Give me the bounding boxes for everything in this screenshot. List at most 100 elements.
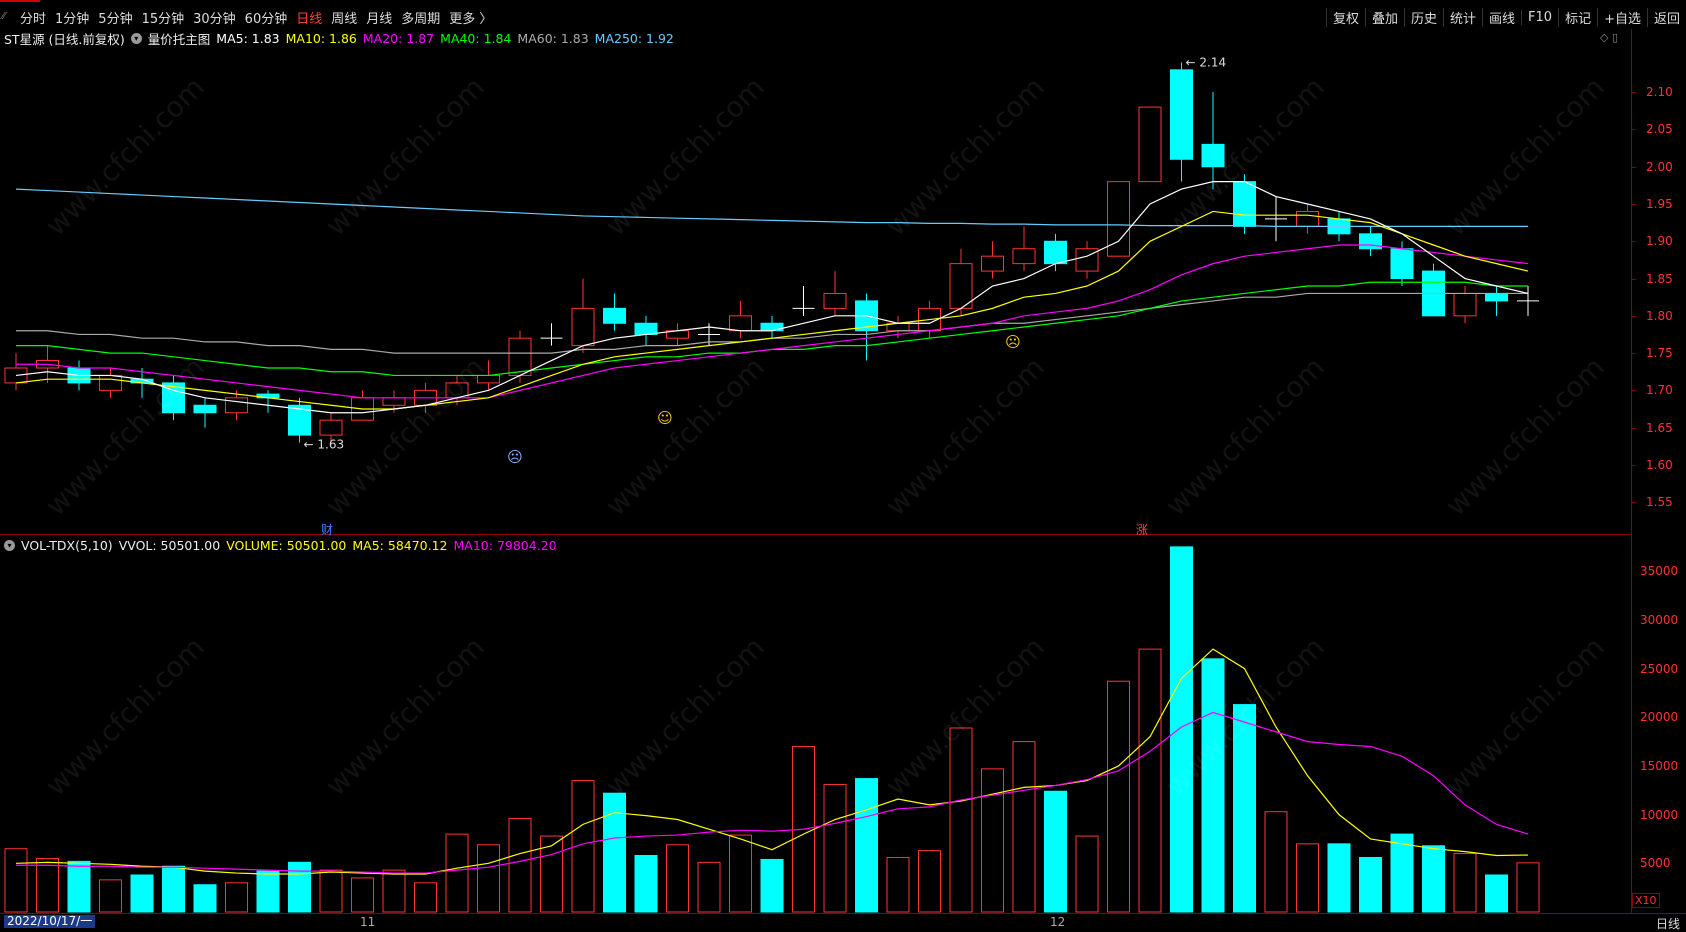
candle-body bbox=[823, 292, 847, 309]
price-tick bbox=[1631, 92, 1636, 94]
volume-bar bbox=[1201, 658, 1225, 913]
period-tab-8[interactable]: 月线 bbox=[366, 11, 393, 27]
rise-marker[interactable]: 涨 bbox=[1136, 523, 1149, 537]
main-chart-info: ST星源 (日线.前复权) ▾ 量价托主图 MA5: 1.83 MA10: 1.… bbox=[0, 29, 680, 47]
candle-body bbox=[382, 397, 406, 406]
price-tick-label: 1.70 bbox=[1646, 383, 1673, 398]
period-tab-9[interactable]: 多周期 bbox=[401, 11, 441, 27]
price-axis-line bbox=[1631, 29, 1632, 914]
volume-bar bbox=[571, 780, 595, 913]
volume-bar bbox=[886, 856, 910, 913]
volume-bar bbox=[981, 768, 1004, 913]
volume-bar bbox=[918, 850, 941, 913]
candle-body bbox=[949, 263, 973, 309]
candle-body bbox=[1390, 248, 1414, 280]
candle-body bbox=[1044, 240, 1067, 265]
candle-body bbox=[319, 419, 343, 436]
tool-button-6[interactable]: 标记 bbox=[1558, 7, 1597, 27]
tool-button-7[interactable]: +自选 bbox=[1597, 7, 1647, 27]
volume-bar bbox=[4, 848, 28, 913]
period-tab-1[interactable]: 1分钟 bbox=[55, 11, 90, 27]
volume-bar bbox=[508, 818, 532, 913]
candle-body bbox=[1170, 69, 1193, 160]
signal-face-icon: ☹ bbox=[507, 448, 523, 466]
vol-indicator-name[interactable]: VOL-TDX(5,10) bbox=[21, 537, 113, 553]
volume-bar bbox=[193, 884, 217, 913]
tool-button-2[interactable]: 历史 bbox=[1403, 7, 1443, 27]
stock-title: ST星源 (日线.前复权) bbox=[4, 31, 125, 47]
period-tab-4[interactable]: 30分钟 bbox=[193, 11, 236, 27]
indicator-toggle-icon[interactable]: ▾ bbox=[130, 32, 142, 44]
price-tick-label: 2.00 bbox=[1646, 159, 1673, 174]
candle-body bbox=[162, 382, 185, 414]
ma60-value: MA60: 1.83 bbox=[517, 30, 589, 46]
signal-face-icon: ☹ bbox=[1005, 333, 1021, 351]
volume-bar bbox=[603, 792, 626, 913]
period-tab-2[interactable]: 5分钟 bbox=[98, 11, 133, 27]
vol-ma5-line bbox=[15, 648, 1529, 875]
vvol-value: VVOL: 50501.00 bbox=[118, 537, 221, 553]
tool-button-8[interactable]: 返回 bbox=[1646, 7, 1686, 27]
period-tab-0[interactable]: 分时 bbox=[20, 11, 47, 27]
price-tick-label: 1.75 bbox=[1646, 346, 1673, 361]
candle-body bbox=[99, 374, 122, 391]
volume-bar bbox=[382, 869, 406, 913]
price-tick-label: 1.95 bbox=[1646, 197, 1673, 211]
volume-bar bbox=[1012, 741, 1036, 913]
volume-bar bbox=[1453, 853, 1477, 913]
volume-bar bbox=[1138, 648, 1162, 913]
period-tab-6[interactable]: 日线 bbox=[296, 11, 323, 27]
period-tab-10[interactable]: 更多 〉 bbox=[449, 11, 493, 27]
price-tick bbox=[1631, 129, 1636, 131]
volume-bar bbox=[445, 833, 469, 913]
candle-body bbox=[760, 322, 784, 332]
price-tick-label: 1.65 bbox=[1646, 420, 1673, 435]
volume-bar bbox=[67, 860, 91, 913]
finance-marker[interactable]: 财 bbox=[321, 523, 334, 537]
volume-bar bbox=[1296, 843, 1319, 913]
indicator-name[interactable]: 量价托主图 bbox=[147, 31, 211, 47]
chart-options-icon[interactable]: ◇ ▯ bbox=[1600, 31, 1619, 44]
volume-bar bbox=[414, 882, 437, 913]
volume-bar bbox=[855, 778, 878, 913]
volume-toggle-icon[interactable]: ▾ bbox=[4, 539, 15, 551]
signal-face-icon: ☺ bbox=[657, 409, 673, 427]
tool-button-4[interactable]: 画线 bbox=[1482, 7, 1521, 27]
volume-bar bbox=[162, 865, 185, 913]
candle-body bbox=[193, 404, 217, 414]
tool-button-1[interactable]: 叠加 bbox=[1364, 7, 1404, 27]
ma20-line bbox=[16, 244, 1529, 399]
timeframe-label[interactable]: 日线 bbox=[1655, 917, 1680, 931]
price-tick bbox=[1631, 502, 1636, 504]
period-tab-7[interactable]: 周线 bbox=[331, 11, 358, 27]
volume-bar bbox=[99, 879, 122, 913]
ma10-line bbox=[15, 210, 1529, 410]
volume-tick-label: 35000 bbox=[1640, 564, 1679, 579]
period-tab-5[interactable]: 60分钟 bbox=[244, 11, 288, 27]
ma10-value: MA10: 1.86 bbox=[285, 30, 357, 46]
candle-body bbox=[1233, 181, 1256, 227]
volume-tick-label: 15000 bbox=[1640, 758, 1679, 773]
period-tabs: ⁄⁄ 分时 1分钟 5分钟 15分钟 30分钟 60分钟 日线 周线 月线 多周期 更多 〉 bbox=[0, 7, 501, 27]
price-tick bbox=[1631, 166, 1636, 168]
tool-button-5[interactable]: F10 bbox=[1521, 9, 1558, 25]
volume-bar bbox=[1422, 845, 1445, 913]
volume-bar bbox=[1516, 862, 1540, 913]
volume-bar bbox=[666, 844, 689, 913]
panel-divider bbox=[0, 534, 1631, 535]
volume-tick-label: 25000 bbox=[1640, 661, 1679, 676]
tool-button-0[interactable]: 复权 bbox=[1325, 7, 1365, 27]
volume-bar bbox=[351, 877, 374, 913]
volume-bar bbox=[1170, 546, 1193, 913]
collapse-icon[interactable]: ⁄⁄ bbox=[2, 11, 6, 22]
period-tab-3[interactable]: 15分钟 bbox=[141, 11, 185, 27]
price-tick bbox=[1631, 315, 1636, 317]
candle-body bbox=[1453, 292, 1477, 317]
price-tick bbox=[1631, 278, 1636, 280]
period-toolbar: ⁄⁄ 分时 1分钟 5分钟 15分钟 30分钟 60分钟 日线 周线 月线 多周期 更多 〉 复权叠… bbox=[0, 7, 1686, 27]
candle-body bbox=[571, 307, 595, 347]
candle-body bbox=[477, 374, 500, 384]
vol-ma5-value: MA5: 58470.12 bbox=[352, 537, 448, 553]
tool-button-3[interactable]: 统计 bbox=[1443, 7, 1482, 27]
